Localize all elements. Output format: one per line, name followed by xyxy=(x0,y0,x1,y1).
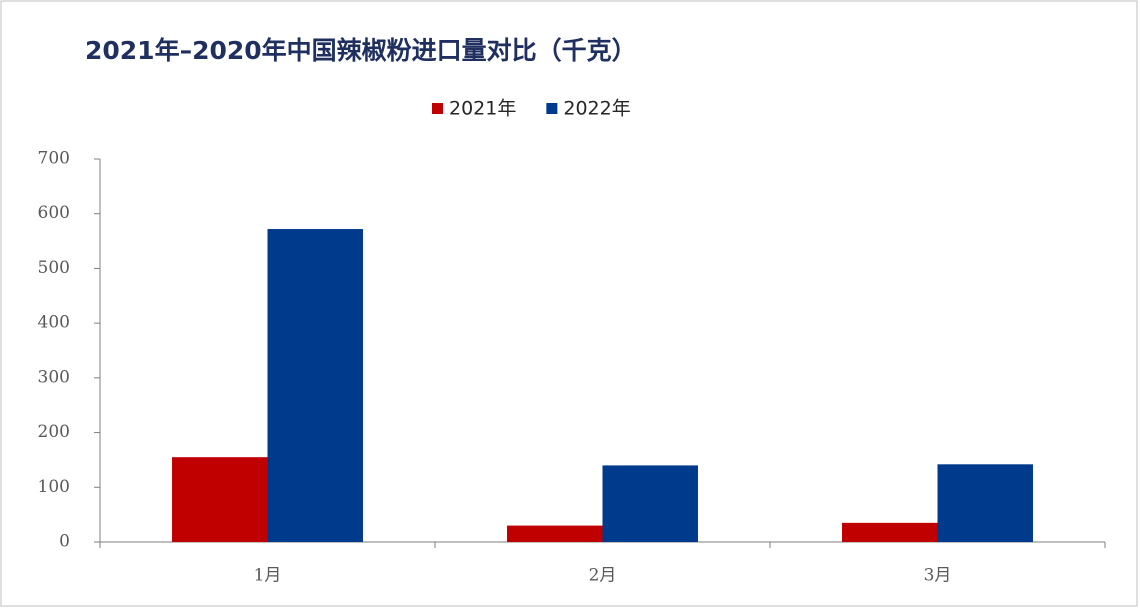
chart-title: 2021年–2020年中国辣椒粉进口量对比（千克） xyxy=(85,36,637,65)
y-tick-label: 600 xyxy=(38,203,70,223)
y-tick-label: 300 xyxy=(38,367,70,387)
x-tick-label: 1月 xyxy=(254,566,282,586)
bar xyxy=(507,525,603,542)
y-tick-label: 0 xyxy=(59,532,70,552)
bar xyxy=(172,457,268,542)
legend-label: 2021年 xyxy=(449,98,516,120)
x-tick-label: 3月 xyxy=(924,566,952,586)
bar xyxy=(937,464,1033,542)
y-tick-label: 200 xyxy=(38,422,70,442)
y-tick-label: 400 xyxy=(38,313,70,333)
y-tick-label: 700 xyxy=(38,149,70,169)
bar xyxy=(267,229,363,542)
y-tick-label: 100 xyxy=(38,477,70,497)
legend-swatch xyxy=(546,103,558,114)
y-tick-label: 500 xyxy=(38,258,70,278)
x-tick-label: 2月 xyxy=(589,566,617,586)
bar xyxy=(602,465,698,542)
bar xyxy=(842,522,938,542)
legend-swatch xyxy=(432,103,443,114)
legend-label: 2022年 xyxy=(563,98,630,120)
